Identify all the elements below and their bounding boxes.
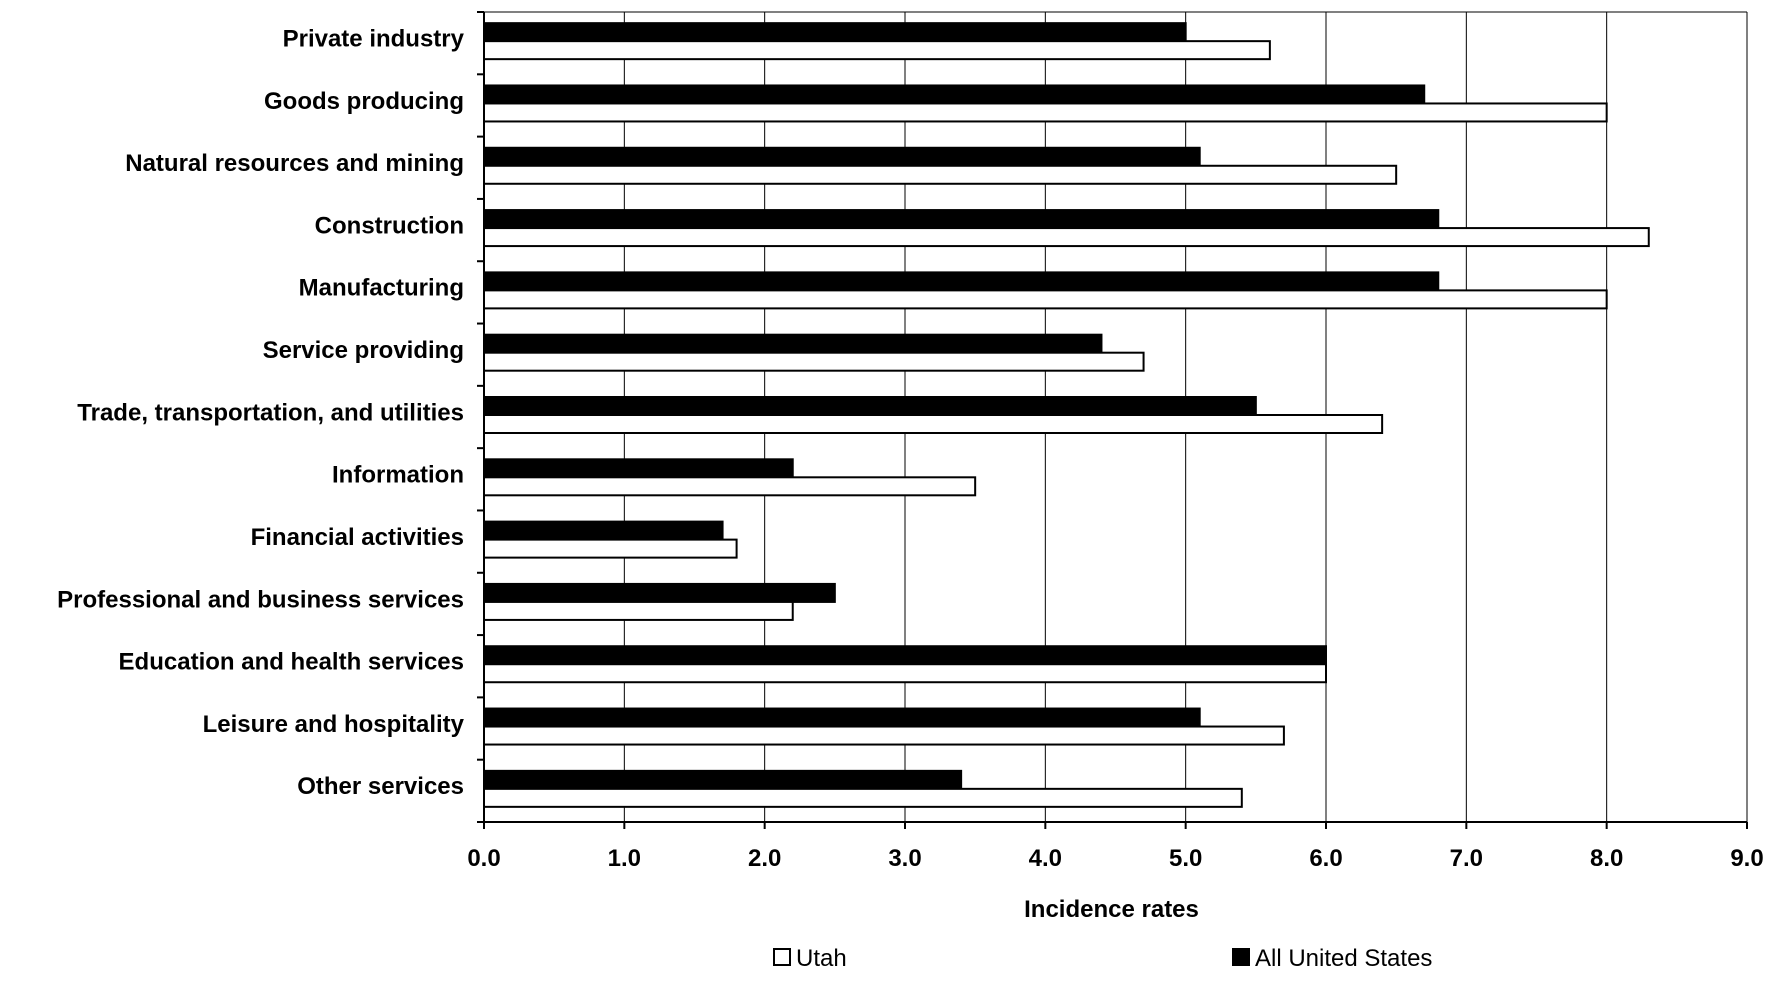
bar-utah-education-and-health-services [483, 663, 1327, 684]
x-tick-label: 3.0 [888, 845, 921, 872]
legend-swatch-utah [773, 948, 791, 966]
x-tick-labels: 0.0 1.0 2.0 3.0 4.0 5.0 6.0 7.0 8.0 9.0 [467, 845, 1763, 872]
x-tick-label: 4.0 [1029, 845, 1062, 872]
x-tick-label: 7.0 [1450, 845, 1483, 872]
bar-all-united-states-leisure-and-hospitality [483, 707, 1201, 728]
bar-utah-trade-transportation-and-utilities [483, 414, 1384, 434]
category-label-natural-resources-and-mining: Natural resources and mining [125, 150, 464, 177]
bar-utah-information [483, 476, 977, 497]
bar-utah-service-providing [483, 351, 1145, 372]
category-label-leisure-and-hospitality: Leisure and hospitality [203, 711, 465, 738]
legend-label-all-united-states: All United States [1255, 945, 1432, 972]
bar-utah-professional-and-business-services [483, 600, 794, 621]
bar-utah-leisure-and-hospitality [483, 725, 1285, 746]
category-label-information: Information [332, 462, 464, 489]
bar-utah-manufacturing [483, 289, 1608, 310]
category-label-construction: Construction [315, 212, 464, 239]
bar-all-united-states-financial-activities [483, 520, 724, 541]
axes [477, 11, 1748, 829]
legend-label-utah: Utah [796, 945, 847, 972]
bar-all-united-states-natural-resources-and-mining [483, 146, 1201, 167]
category-label-manufacturing: Manufacturing [299, 275, 464, 302]
bars [483, 22, 1650, 808]
bar-utah-natural-resources-and-mining [483, 164, 1398, 185]
category-label-professional-and-business-services: Professional and business services [57, 586, 464, 613]
bar-utah-goods-producing [483, 102, 1608, 123]
bar-all-united-states-professional-and-business-services [483, 582, 836, 603]
bar-utah-other-services [483, 787, 1243, 808]
bar-all-united-states-construction [483, 209, 1440, 230]
bar-all-united-states-other-services [483, 769, 963, 790]
bar-all-united-states-service-providing [483, 333, 1103, 354]
bar-all-united-states-trade-transportation-and-utilities [483, 396, 1257, 416]
bar-all-united-states-private-industry [483, 22, 1187, 43]
bar-all-united-states-education-and-health-services [483, 645, 1327, 666]
x-tick-label: 2.0 [748, 845, 781, 872]
bar-utah-private-industry [483, 40, 1271, 61]
x-tick-label: 0.0 [467, 845, 500, 872]
bar-all-united-states-goods-producing [483, 84, 1426, 105]
x-axis-title: Incidence rates [1024, 896, 1199, 923]
legend-swatch-all-united-states [1232, 948, 1250, 966]
category-label-goods-producing: Goods producing [264, 88, 464, 115]
legend: Utah All United States [773, 945, 1432, 972]
category-label-trade-transportation-and-utilities: Trade, transportation, and utilities [77, 399, 464, 426]
x-tick-label: 8.0 [1590, 845, 1623, 872]
x-tick-label: 6.0 [1309, 845, 1342, 872]
category-label-private-industry: Private industry [283, 25, 465, 52]
bar-utah-construction [483, 227, 1650, 248]
x-tick-label: 9.0 [1730, 845, 1763, 872]
category-label-service-providing: Service providing [263, 337, 464, 364]
bar-all-united-states-manufacturing [483, 271, 1440, 292]
category-label-other-services: Other services [297, 773, 464, 800]
category-labels: Private industry Goods producing Natural r… [57, 25, 465, 800]
category-label-education-and-health-services: Education and health services [119, 649, 464, 676]
bar-all-united-states-information [483, 458, 794, 479]
bar-utah-financial-activities [483, 538, 738, 559]
category-label-financial-activities: Financial activities [251, 524, 464, 551]
x-tick-label: 5.0 [1169, 845, 1202, 872]
x-tick-label: 1.0 [608, 845, 641, 872]
